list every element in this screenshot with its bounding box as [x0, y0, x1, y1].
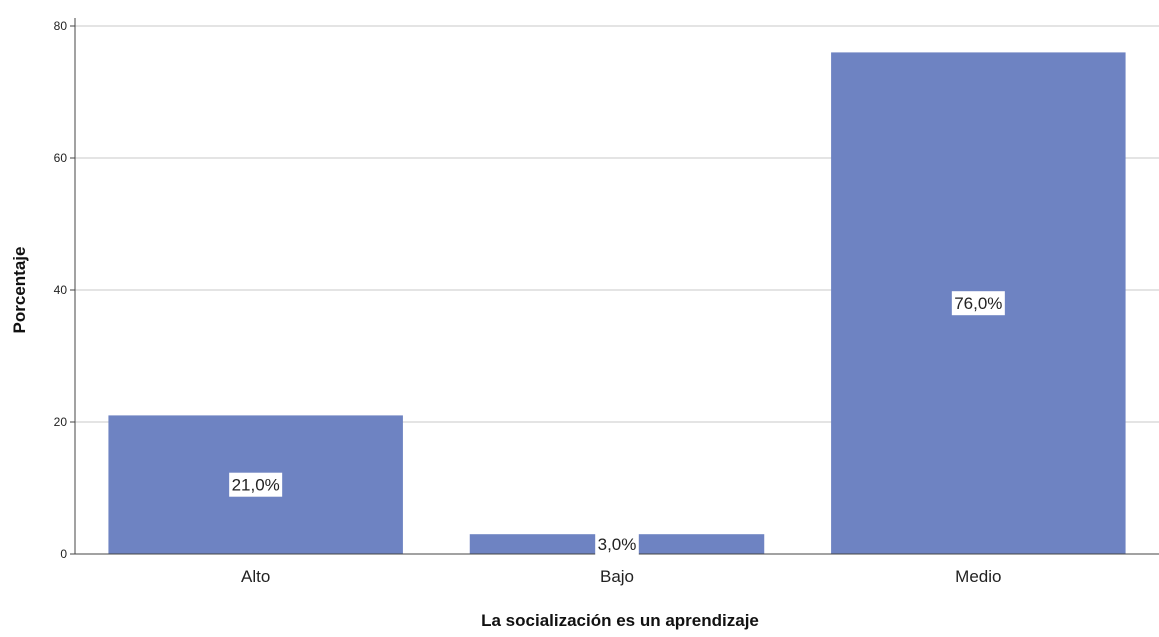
y-tick-label: 0 — [60, 547, 67, 561]
y-tick-label: 20 — [54, 415, 68, 429]
data-label-box — [229, 472, 283, 497]
y-axis-title: Porcentaje — [10, 247, 29, 334]
x-tick-label: Medio — [955, 567, 1001, 586]
data-label: 21,0% — [232, 476, 280, 495]
data-label: 76,0% — [954, 294, 1002, 313]
x-axis-title: La socialización es un aprendizaje — [481, 611, 759, 630]
x-tick-label: Alto — [241, 567, 270, 586]
y-tick-label: 40 — [54, 283, 68, 297]
y-tick-label: 60 — [54, 151, 68, 165]
x-tick-label: Bajo — [600, 567, 634, 586]
data-labels: 21,0% 3,0% 76,0% — [229, 291, 1005, 557]
data-label-box — [951, 291, 1005, 316]
y-tick-label: 80 — [54, 19, 68, 33]
data-label: 3,0% — [598, 535, 637, 554]
data-label-box — [595, 532, 639, 557]
